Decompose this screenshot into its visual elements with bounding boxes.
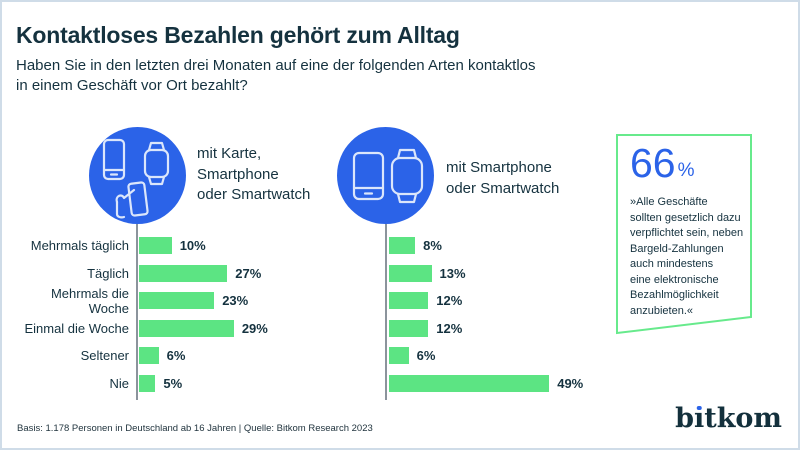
page-title: Kontaktloses Bezahlen gehört zum Alltag: [16, 22, 460, 48]
chart1-group-label: mit Karte, Smartphone oder Smartwatch: [197, 145, 311, 203]
bar: [389, 292, 429, 310]
bar: [139, 292, 215, 310]
stat-value: 66: [630, 140, 676, 186]
payment-methods-circle-2: [337, 127, 434, 224]
smartphone-icon: [352, 151, 385, 201]
bar-row: 6%: [389, 342, 583, 370]
logo-text-rest: tkom: [704, 403, 782, 434]
value-label: 5%: [163, 375, 183, 391]
callout-box: [616, 134, 752, 335]
card-smartphone-smartwatch-icons: [102, 138, 170, 219]
category-label: Mehrmals täglich: [30, 238, 129, 254]
bar-row: Mehrmals täglich 10%: [15, 232, 268, 260]
bar: [139, 374, 156, 392]
value-label: 49%: [557, 375, 584, 391]
value-label: 29%: [241, 320, 268, 336]
bar: [389, 237, 416, 255]
category-label: Seltener: [80, 348, 129, 364]
bar-row: Einmal die Woche 29%: [15, 315, 268, 343]
stat-66-percent: 66 %: [630, 143, 695, 184]
value-label: 8%: [423, 238, 442, 254]
smartphone-icon: [102, 138, 126, 181]
bar-row: Täglich 27%: [15, 260, 268, 288]
value-label: 27%: [235, 265, 262, 281]
category-label: Einmal die Woche: [24, 320, 129, 336]
bar: [139, 264, 228, 282]
chart1-bars: Mehrmals täglich 10% Täglich 27% Mehrmal…: [15, 232, 268, 397]
value-label: 12%: [436, 293, 463, 309]
value-label: 10%: [179, 238, 206, 254]
page-subtitle: Haben Sie in den letzten drei Monaten au…: [16, 57, 536, 94]
bar-row: 12%: [389, 315, 583, 343]
source-note: Basis: 1.178 Personen in Deutschland ab …: [17, 423, 373, 434]
bar-row: 49%: [389, 370, 583, 398]
logo-i-with-blue-dot: ı: [693, 403, 705, 434]
payment-methods-circle-1: [89, 127, 186, 224]
value-label: 23%: [222, 293, 249, 309]
bar-row: Mehrmals die Woche 23%: [15, 285, 268, 316]
bar-row: 8%: [389, 232, 583, 260]
stat-unit: %: [677, 160, 695, 181]
value-label: 6%: [166, 348, 186, 364]
bar-row: 12%: [389, 287, 583, 315]
bar: [139, 237, 172, 255]
chart2-group-label: mit Smartphone oder Smartwatch: [446, 159, 560, 197]
bar: [389, 319, 429, 337]
smartphone-smartwatch-icons: [352, 148, 424, 204]
bar: [139, 347, 159, 365]
smartwatch-icon: [390, 156, 424, 196]
chart2-bars: 8% 13% 12% 12% 6% 49%: [389, 232, 583, 397]
bar: [139, 319, 234, 337]
smartwatch-icon: [143, 148, 170, 179]
logo-text-b: b: [675, 403, 694, 434]
category-label: Mehrmals die Woche: [50, 285, 129, 316]
chart2-axis-line: [385, 224, 387, 400]
category-label: Nie: [109, 375, 129, 391]
category-label: Täglich: [87, 265, 129, 281]
callout-quote: »Alle Geschäfte sollten gesetzlich dazu …: [630, 196, 744, 317]
bar-row: Seltener 6%: [15, 342, 268, 370]
bar: [389, 347, 409, 365]
value-label: 13%: [439, 265, 466, 281]
chart1-axis-line: [136, 224, 138, 400]
value-label: 6%: [416, 348, 436, 364]
bar: [389, 264, 432, 282]
value-label: 12%: [436, 320, 463, 336]
bar: [389, 374, 550, 392]
bitkom-logo: bıtkom: [675, 405, 782, 432]
card-in-hand-icon: [127, 181, 149, 217]
bar-row: 13%: [389, 260, 583, 288]
bar-row: Nie 5%: [15, 370, 268, 398]
